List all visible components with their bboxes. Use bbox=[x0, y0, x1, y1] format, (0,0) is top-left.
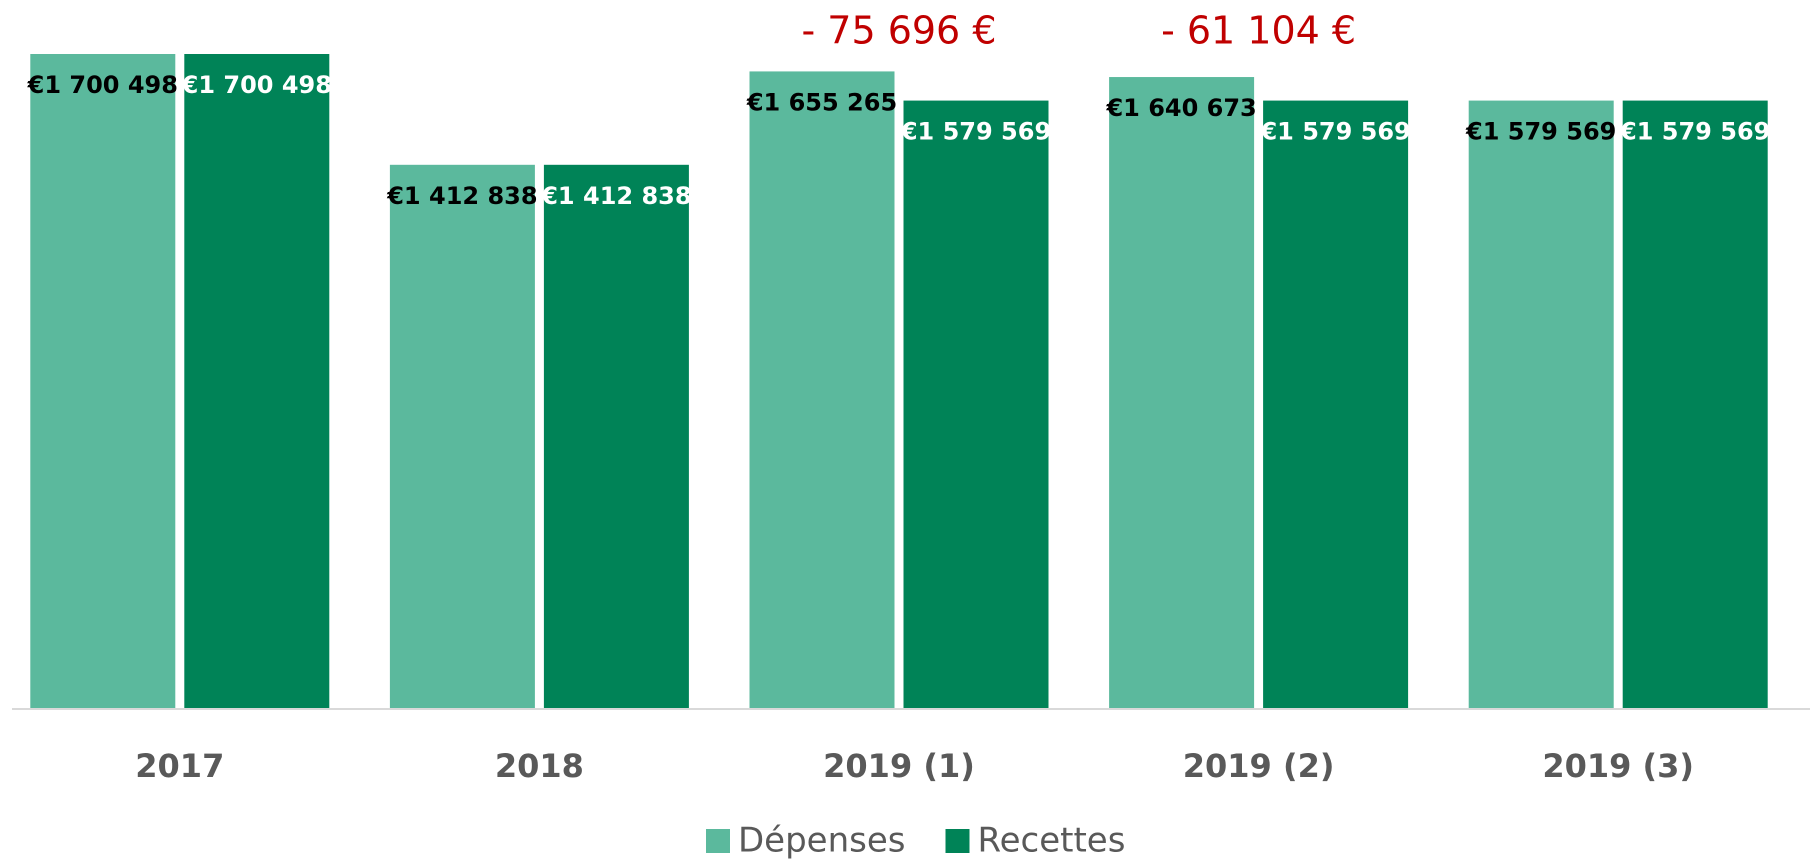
value-label: €1 579 569 bbox=[1259, 118, 1410, 146]
bar bbox=[749, 71, 895, 709]
annotation: - 75 696 € bbox=[801, 9, 996, 53]
bar bbox=[1263, 100, 1409, 709]
x-tick-label: 2018 bbox=[495, 747, 584, 785]
bar bbox=[1109, 77, 1255, 710]
value-label: €1 579 569 bbox=[1465, 118, 1616, 146]
value-label: €1 640 673 bbox=[1105, 94, 1256, 122]
legend-swatch bbox=[945, 829, 970, 853]
x-tick-label: 2017 bbox=[135, 747, 224, 785]
bar bbox=[184, 54, 330, 709]
legend-swatch bbox=[706, 829, 730, 853]
value-label: €1 700 498 bbox=[181, 71, 332, 99]
value-label: €1 579 569 bbox=[1619, 118, 1770, 146]
value-label: €1 412 838 bbox=[540, 182, 691, 210]
value-label: €1 655 265 bbox=[746, 88, 897, 116]
bar bbox=[543, 164, 689, 709]
bar bbox=[389, 164, 535, 709]
legend-label: Recettes bbox=[978, 821, 1126, 861]
x-tick-label: 2019 (2) bbox=[1183, 747, 1335, 785]
value-label: €1 579 569 bbox=[900, 118, 1051, 146]
x-tick-label: 2019 (1) bbox=[823, 747, 975, 785]
value-label: €1 412 838 bbox=[386, 182, 537, 210]
annotation: - 61 104 € bbox=[1161, 9, 1356, 53]
bar bbox=[903, 100, 1049, 709]
bar bbox=[1622, 100, 1768, 709]
bar bbox=[30, 54, 176, 709]
bar bbox=[1468, 100, 1614, 709]
x-tick-label: 2019 (3) bbox=[1542, 747, 1694, 785]
legend-label: Dépenses bbox=[738, 821, 906, 861]
value-label: €1 700 498 bbox=[27, 71, 178, 99]
